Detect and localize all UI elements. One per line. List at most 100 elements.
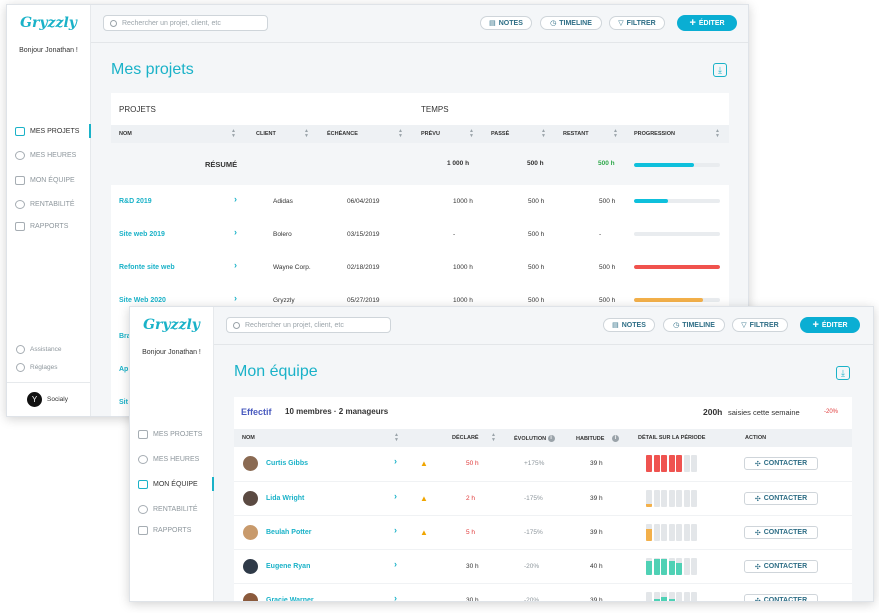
sidebar-item-reports[interactable]: RAPPORTS xyxy=(15,222,91,231)
day-cell xyxy=(661,592,667,601)
table-row[interactable]: Eugene Ryan › 30 h -20% 40 h ✣ CONTACTER xyxy=(234,549,852,583)
table-row[interactable]: Curtis Gibbs › ▲ 50 h +175% 39 h ✣ CONTACTER xyxy=(234,447,852,481)
col-name[interactable]: NOM xyxy=(119,131,132,137)
filter-button[interactable]: ▽ FILTRER xyxy=(732,318,788,332)
col-client[interactable]: CLIENT xyxy=(256,131,276,137)
table-row[interactable]: Beulah Potter › ▲ 5 h -175% 39 h ✣ CONTACTER xyxy=(234,515,852,549)
sort-icon[interactable]: ▲ ▼ xyxy=(469,128,474,139)
search-input[interactable]: Rechercher un projet, client, etc xyxy=(103,15,268,31)
contact-button[interactable]: ✣ CONTACTER xyxy=(744,560,818,573)
chevron-right-icon[interactable]: › xyxy=(394,593,397,602)
sort-icon[interactable]: ▲ ▼ xyxy=(541,128,546,139)
member-name-link[interactable]: Lida Wright xyxy=(266,495,305,502)
col-habit[interactable]: HABITUDE i xyxy=(576,435,619,442)
day-cell xyxy=(691,524,697,541)
member-name-link[interactable]: Eugene Ryan xyxy=(266,563,311,570)
notes-button[interactable]: ▤ NOTES xyxy=(480,16,532,30)
period-detail-chart xyxy=(646,592,697,601)
chevron-right-icon[interactable]: › xyxy=(394,525,397,535)
partial-row-name[interactable]: Sit xyxy=(119,399,128,406)
sort-icon[interactable]: ▲ ▼ xyxy=(231,128,236,139)
gryzzly-logo[interactable]: Gryzzly xyxy=(143,317,200,333)
day-cell xyxy=(653,558,660,575)
company-switcher[interactable]: Y Socialy xyxy=(7,382,90,416)
timeline-button[interactable]: ◷ TIMELINE xyxy=(663,318,725,332)
member-habit: 39 h xyxy=(590,597,603,602)
timeline-button[interactable]: ◷ TIMELINE xyxy=(540,16,602,30)
project-name-link[interactable]: Site web 2019 xyxy=(119,231,165,238)
sidebar-item-projects[interactable]: MES PROJETS xyxy=(15,124,91,138)
contact-button[interactable]: ✣ CONTACTER xyxy=(744,594,818,601)
download-icon[interactable]: ⤓ xyxy=(836,366,850,380)
day-cell xyxy=(653,455,660,472)
col-evolution[interactable]: ÉVOLUTION i xyxy=(514,435,555,442)
sort-icon[interactable]: ▲ ▼ xyxy=(715,128,720,139)
sort-icon[interactable]: ▲ ▼ xyxy=(491,432,496,443)
partial-row-name[interactable]: Ap xyxy=(119,366,129,373)
help-link[interactable]: Assistance xyxy=(16,345,61,354)
search-input[interactable]: Rechercher un projet, client, etc xyxy=(226,317,391,333)
table-row[interactable]: Lida Wright › ▲ 2 h -175% 39 h ✣ CONTACTER xyxy=(234,481,852,515)
sort-icon[interactable]: ▲ ▼ xyxy=(394,432,399,443)
sort-icon[interactable]: ▲ ▼ xyxy=(398,128,403,139)
contact-button[interactable]: ✣ CONTACTER xyxy=(744,492,818,505)
partial-row-name[interactable]: Bra xyxy=(119,333,131,340)
member-name-link[interactable]: Gracie Warner xyxy=(266,597,314,602)
sidebar-item-projects[interactable]: MES PROJETS xyxy=(138,430,214,439)
sort-icon[interactable]: ▲ ▼ xyxy=(613,128,618,139)
summary-planned: 1 000 h xyxy=(447,160,470,167)
col-spent[interactable]: PASSÉ xyxy=(491,131,510,137)
chevron-right-icon[interactable]: › xyxy=(394,559,397,569)
info-icon[interactable]: i xyxy=(611,435,619,442)
contact-button[interactable]: ✣ CONTACTER xyxy=(744,526,818,539)
project-name-link[interactable]: Site Web 2020 xyxy=(119,297,166,304)
sidebar-item-reports[interactable]: RAPPORTS xyxy=(138,526,214,535)
chevron-right-icon[interactable]: › xyxy=(234,227,237,237)
sort-icon[interactable]: ▲ ▼ xyxy=(304,128,309,139)
page-title: Mes projets xyxy=(111,61,194,78)
col-due[interactable]: ÉCHÉANCE xyxy=(327,131,358,137)
gryzzly-logo[interactable]: Gryzzly xyxy=(20,15,77,31)
project-due: 02/18/2019 xyxy=(347,264,380,271)
settings-link[interactable]: Réglages xyxy=(16,363,57,372)
chevron-right-icon[interactable]: › xyxy=(234,194,237,204)
col-evolution-label: ÉVOLUTION xyxy=(514,435,547,442)
chevron-right-icon[interactable]: › xyxy=(234,260,237,270)
contact-button[interactable]: ✣ CONTACTER xyxy=(744,457,818,470)
member-name-link[interactable]: Curtis Gibbs xyxy=(266,460,309,467)
sidebar-item-profitability[interactable]: RENTABILITÉ xyxy=(15,200,91,209)
table-row[interactable]: Refonte site web › Wayne Corp. 02/18/2019 10… xyxy=(111,251,729,284)
info-icon[interactable]: i xyxy=(547,435,555,442)
sidebar-item-profitability[interactable]: RENTABILITÉ xyxy=(138,505,214,514)
table-row[interactable]: Site Web 2020 › Gryzzly 05/27/2019 1000 h 500… xyxy=(111,284,729,317)
avatar xyxy=(243,559,258,574)
download-icon[interactable]: ⤓ xyxy=(713,63,727,77)
table-row[interactable]: Gracie Warner › 30 h -20% 39 h ✣ CONTACTER xyxy=(234,583,852,602)
notes-button[interactable]: ▤ NOTES xyxy=(603,318,655,332)
chevron-right-icon[interactable]: › xyxy=(394,491,397,501)
project-name-link[interactable]: Refonte site web xyxy=(119,264,175,271)
filter-button[interactable]: ▽ FILTRER xyxy=(609,16,665,30)
table-row[interactable]: Site web 2019 › Bolero 03/15/2019 - 500 h - xyxy=(111,218,729,251)
chevron-right-icon[interactable]: › xyxy=(234,293,237,303)
edit-button[interactable]: + ÉDITER xyxy=(677,15,737,31)
day-cell xyxy=(646,490,652,507)
project-remaining: 500 h xyxy=(599,264,616,271)
col-declared[interactable]: DÉCLARÉ xyxy=(452,435,479,441)
chevron-right-icon[interactable]: › xyxy=(394,456,397,466)
col-planned[interactable]: PRÉVU xyxy=(421,131,440,137)
edit-button[interactable]: + ÉDITER xyxy=(800,317,860,333)
project-name-link[interactable]: R&D 2019 xyxy=(119,198,152,205)
sidebar-item-hours[interactable]: MES HEURES xyxy=(15,151,91,160)
sidebar-item-hours[interactable]: MES HEURES xyxy=(138,455,214,464)
col-progress[interactable]: PROGRESSION xyxy=(634,131,675,137)
clock-icon xyxy=(15,151,25,160)
member-name-link[interactable]: Beulah Potter xyxy=(266,529,312,536)
sidebar-item-team[interactable]: MON ÉQUIPE xyxy=(138,477,214,491)
sidebar-item-team[interactable]: MON ÉQUIPE xyxy=(15,176,91,185)
avatar xyxy=(243,456,258,471)
progress-bar xyxy=(634,232,720,236)
col-remaining[interactable]: RESTANT xyxy=(563,131,589,137)
col-name[interactable]: NOM xyxy=(242,435,255,441)
table-row[interactable]: R&D 2019 › Adidas 06/04/2019 1000 h 500 h 500 … xyxy=(111,185,729,218)
